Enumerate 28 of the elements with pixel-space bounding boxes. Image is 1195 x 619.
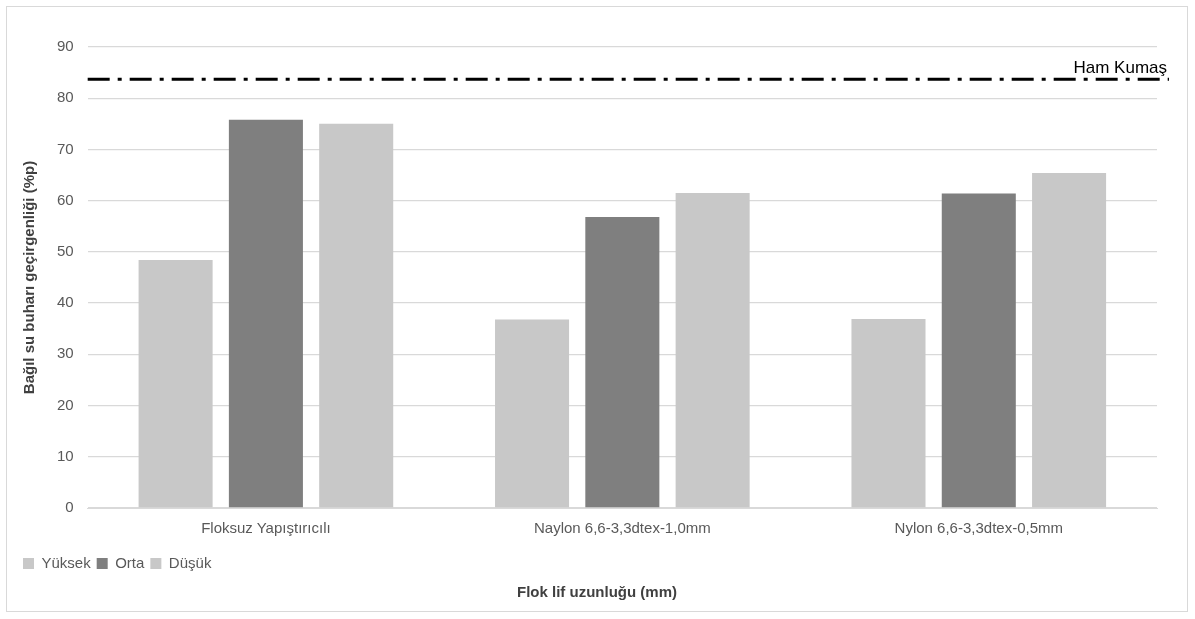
legend-label: Yüksek — [41, 553, 92, 571]
y-axis-title: Bağıl su buharı geçirgenliği (%p) — [20, 160, 38, 395]
bar — [585, 217, 660, 508]
ref-line-label: Ham Kumaş — [1073, 58, 1167, 78]
y-tick-label: 10 — [57, 446, 74, 464]
bar — [138, 260, 213, 508]
y-tick-label: 70 — [57, 139, 74, 157]
bar — [941, 193, 1016, 508]
bar — [319, 123, 394, 508]
y-tick-label: 30 — [57, 344, 74, 362]
legend-label: Orta — [115, 553, 146, 571]
legend-label: Düşük — [168, 553, 212, 571]
y-tick-label: 50 — [57, 242, 74, 260]
x-tick-label: Nylon 6,6-3,3dtex-0,5mm — [894, 519, 1063, 537]
bar — [228, 119, 303, 508]
y-tick-label: 80 — [57, 88, 74, 106]
bar — [851, 318, 926, 508]
y-tick-label: 60 — [57, 190, 74, 208]
y-tick-label: 0 — [65, 498, 74, 516]
x-axis-title: Flok lif uzunluğu (mm) — [516, 583, 678, 600]
x-tick-label: Floksuz Yapıştırıcılı — [201, 519, 331, 537]
bar — [675, 192, 750, 508]
y-tick-label: 90 — [57, 37, 74, 55]
x-tick-label: Naylon 6,6-3,3dtex-1,0mm — [533, 519, 711, 537]
y-tick-label: 40 — [57, 293, 74, 311]
y-tick-label: 20 — [57, 395, 74, 413]
bar — [495, 319, 570, 508]
bar — [1032, 173, 1107, 508]
